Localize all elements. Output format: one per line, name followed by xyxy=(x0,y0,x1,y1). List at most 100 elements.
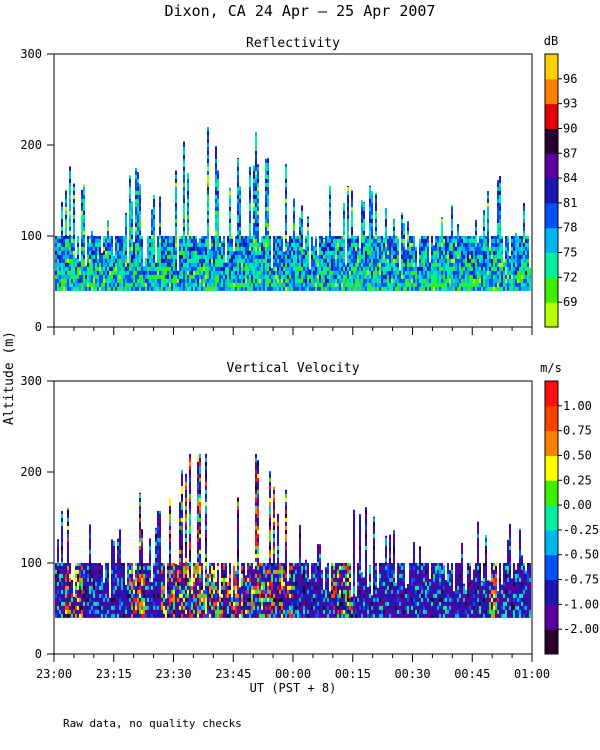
heatmap-cell xyxy=(457,250,459,255)
heatmap-cell xyxy=(401,278,403,283)
heatmap-cell xyxy=(413,254,415,259)
heatmap-cell xyxy=(363,202,365,203)
heatmap-cell xyxy=(153,563,155,566)
heatmap-cell xyxy=(59,613,61,618)
heatmap-cell xyxy=(507,274,509,279)
heatmap-cell xyxy=(459,254,461,259)
heatmap-cell xyxy=(133,278,135,283)
heatmap-cell xyxy=(153,230,155,235)
heatmap-cell xyxy=(67,286,69,291)
heatmap-cell xyxy=(437,262,439,267)
heatmap-cell xyxy=(87,242,89,247)
heatmap-cell xyxy=(479,270,481,275)
heatmap-cell xyxy=(415,270,417,275)
heatmap-cell xyxy=(241,274,243,279)
heatmap-cell xyxy=(245,246,247,251)
heatmap-cell xyxy=(239,210,241,215)
heatmap-cell xyxy=(491,250,493,255)
heatmap-cell xyxy=(325,242,327,247)
heatmap-cell xyxy=(215,234,217,239)
heatmap-cell xyxy=(445,262,447,267)
heatmap-cell xyxy=(471,258,473,263)
heatmap-cell xyxy=(419,238,421,243)
heatmap-cell xyxy=(173,613,175,618)
heatmap-cell xyxy=(181,577,183,582)
heatmap-cell xyxy=(139,497,141,502)
heatmap-cell xyxy=(83,238,85,243)
heatmap-cell xyxy=(131,206,133,211)
heatmap-cell xyxy=(451,214,453,219)
heatmap-cell xyxy=(61,549,63,554)
heatmap-cell xyxy=(495,278,497,283)
heatmap-cell xyxy=(201,270,203,275)
heatmap-cell xyxy=(83,186,85,191)
heatmap-cell xyxy=(89,565,91,570)
heatmap-cell xyxy=(115,609,117,614)
heatmap-cell xyxy=(449,262,451,267)
heatmap-cell xyxy=(225,282,227,287)
heatmap-cell xyxy=(437,242,439,247)
heatmap-cell xyxy=(179,613,181,618)
heatmap-cell xyxy=(257,170,259,175)
heatmap-cell xyxy=(87,274,89,279)
heatmap-cell xyxy=(343,218,345,223)
heatmap-cell xyxy=(419,254,421,259)
heatmap-cell xyxy=(375,194,377,199)
heatmap-cell xyxy=(293,234,295,239)
heatmap-cell xyxy=(137,182,139,187)
heatmap-cell xyxy=(155,573,157,578)
heatmap-cell xyxy=(157,517,159,522)
heatmap-cell xyxy=(331,254,333,259)
heatmap-cell xyxy=(361,258,363,263)
heatmap-cell xyxy=(417,282,419,287)
heatmap-cell xyxy=(411,258,413,263)
heatmap-cell xyxy=(205,236,207,239)
heatmap-cell xyxy=(459,270,461,275)
heatmap-cell xyxy=(467,242,469,247)
heatmap-cell xyxy=(383,237,385,239)
heatmap-cell xyxy=(341,278,343,283)
heatmap-cell xyxy=(513,270,515,275)
heatmap-cell xyxy=(185,274,187,279)
heatmap-cell xyxy=(203,274,205,279)
heatmap-cell xyxy=(507,258,509,263)
heatmap-cell xyxy=(69,262,71,267)
heatmap-cell xyxy=(113,541,115,542)
heatmap-cell xyxy=(467,270,469,275)
heatmap-cell xyxy=(259,266,261,271)
heatmap-cell xyxy=(67,529,69,534)
heatmap-cell xyxy=(141,597,143,602)
heatmap-cell xyxy=(57,262,59,267)
heatmap-cell xyxy=(473,250,475,255)
heatmap-cell xyxy=(331,258,333,263)
heatmap-cell xyxy=(325,236,327,239)
heatmap-cell xyxy=(59,589,61,594)
heatmap-cell xyxy=(253,218,255,223)
heatmap-cell xyxy=(361,270,363,275)
heatmap-cell xyxy=(83,597,85,602)
heatmap-cell xyxy=(183,282,185,287)
heatmap-cell xyxy=(207,242,209,247)
heatmap-cell xyxy=(327,286,329,291)
heatmap-cell xyxy=(187,190,189,195)
heatmap-cell xyxy=(333,250,335,255)
heatmap-cell xyxy=(87,236,89,239)
heatmap-cell xyxy=(239,242,241,247)
heatmap-cell xyxy=(257,266,259,271)
heatmap-cell xyxy=(151,286,153,291)
heatmap-cell xyxy=(103,582,105,586)
heatmap-cell xyxy=(119,589,121,594)
heatmap-cell xyxy=(65,258,67,263)
heatmap-cell xyxy=(349,242,351,247)
heatmap-cell xyxy=(347,206,349,211)
heatmap-cell xyxy=(267,202,269,207)
heatmap-cell xyxy=(451,266,453,271)
heatmap-cell xyxy=(387,236,389,239)
heatmap-cell xyxy=(373,262,375,267)
heatmap-cell xyxy=(365,242,367,247)
heatmap-cell xyxy=(167,605,169,610)
heatmap-cell xyxy=(187,178,189,183)
heatmap-cell xyxy=(141,569,143,574)
heatmap-cell xyxy=(383,254,385,259)
heatmap-cell xyxy=(143,266,145,267)
